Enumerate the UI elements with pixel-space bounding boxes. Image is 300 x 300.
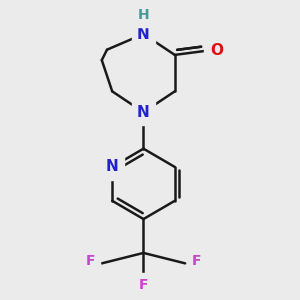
- Text: N: N: [137, 26, 150, 41]
- Text: F: F: [85, 254, 95, 268]
- Text: F: F: [139, 278, 148, 292]
- Text: O: O: [210, 44, 223, 59]
- Text: H: H: [138, 8, 149, 22]
- Text: F: F: [192, 254, 202, 268]
- Text: N: N: [106, 159, 118, 174]
- Text: N: N: [137, 105, 150, 120]
